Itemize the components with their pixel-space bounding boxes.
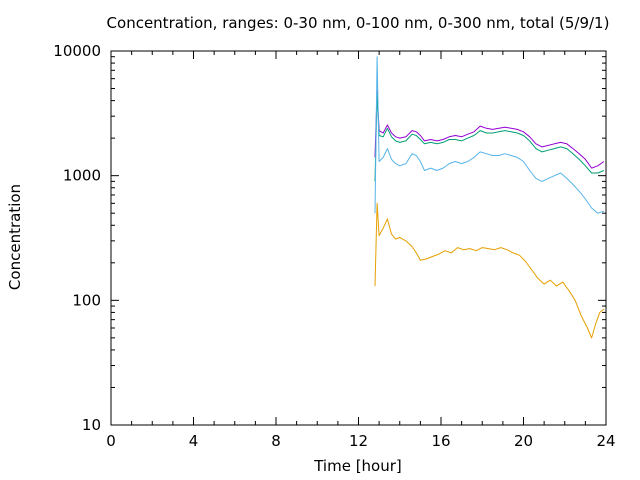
chart-title: Concentration, ranges: 0-30 nm, 0-100 nm…	[107, 14, 610, 32]
series-line-2	[374, 93, 605, 182]
series-line-1	[374, 90, 605, 169]
x-axis-label: Time [hour]	[313, 457, 402, 475]
y-tick-label: 1000	[63, 167, 101, 185]
series-line-3	[374, 56, 605, 214]
x-tick-label: 12	[349, 432, 368, 450]
x-tick-label: 20	[514, 432, 533, 450]
y-tick-label: 10	[82, 416, 101, 434]
y-axis-label: Concentration	[6, 184, 24, 290]
y-tick-label: 10000	[53, 42, 101, 60]
axis-ticks: 0 4 8 12 16 20 24 10 100 1000 10000	[53, 42, 615, 450]
x-tick-label: 24	[596, 432, 615, 450]
series-group	[374, 56, 605, 339]
series-line-4	[374, 202, 605, 339]
x-tick-label: 4	[189, 432, 199, 450]
y-tick-label: 100	[72, 291, 101, 309]
x-tick-label: 8	[271, 432, 281, 450]
plot-frame	[110, 50, 607, 426]
x-tick-label: 16	[431, 432, 450, 450]
x-tick-label: 0	[106, 432, 116, 450]
